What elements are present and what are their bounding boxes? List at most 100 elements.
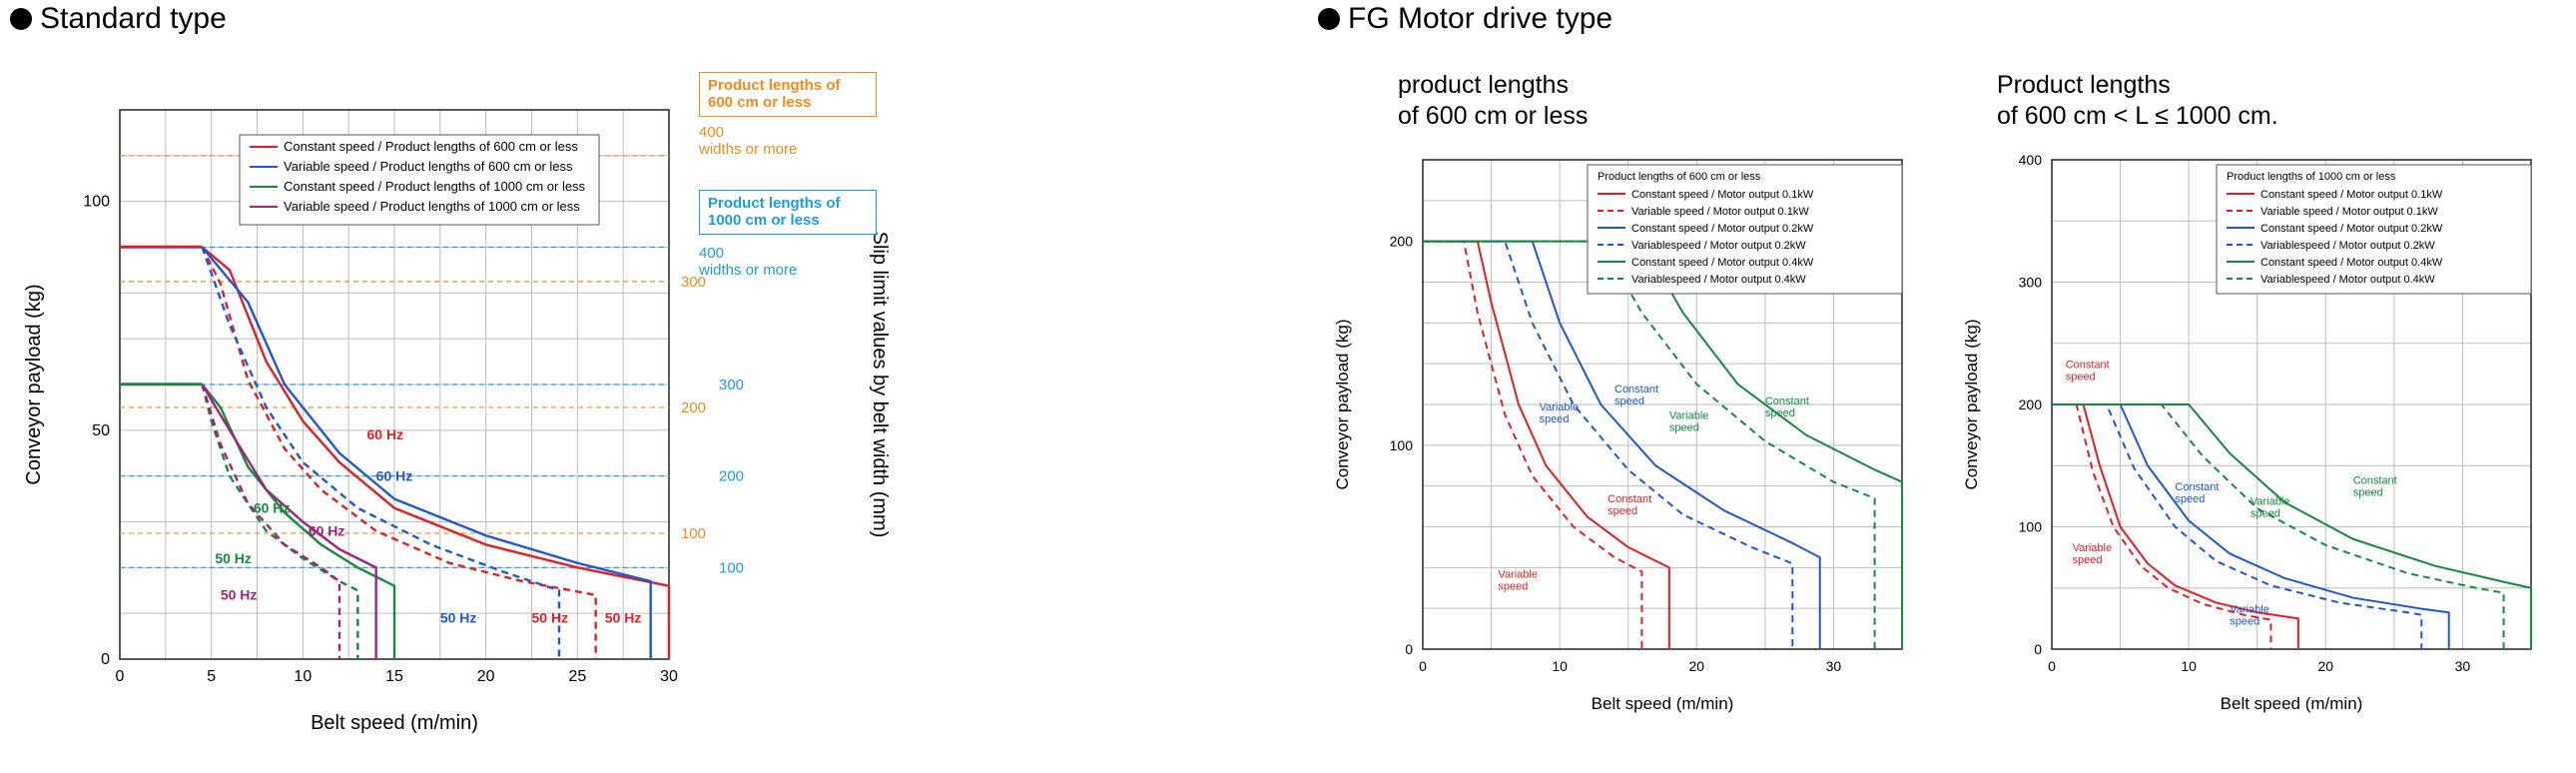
svg-text:Constant speed / Motor output: Constant speed / Motor output 0.1kW bbox=[1631, 189, 1814, 201]
svg-text:100: 100 bbox=[681, 525, 706, 542]
svg-text:20: 20 bbox=[1688, 658, 1704, 674]
slip-note-cyan: 400 widths or more bbox=[699, 245, 797, 280]
svg-text:30: 30 bbox=[660, 668, 678, 685]
svg-text:0: 0 bbox=[1405, 641, 1413, 657]
svg-text:speed: speed bbox=[1765, 407, 1795, 419]
svg-text:Constant speed / Motor output: Constant speed / Motor output 0.2kW bbox=[2260, 223, 2443, 235]
svg-text:Constant: Constant bbox=[2353, 475, 2397, 487]
svg-text:speed: speed bbox=[1540, 413, 1570, 425]
svg-text:Constant speed / Motor output: Constant speed / Motor output 0.2kW bbox=[1631, 223, 1814, 235]
svg-text:Constant: Constant bbox=[2175, 481, 2219, 493]
svg-text:50 Hz: 50 Hz bbox=[440, 609, 477, 625]
standard-type-label: Standard type bbox=[40, 2, 227, 36]
svg-text:speed: speed bbox=[2251, 507, 2280, 519]
bullet-icon bbox=[10, 8, 32, 30]
svg-text:Constant speed / Product lengt: Constant speed / Product lengths of 600 … bbox=[284, 139, 578, 154]
svg-text:10: 10 bbox=[1552, 658, 1568, 674]
fg-subtitle-a-l2: of 600 cm or less bbox=[1398, 102, 1588, 130]
svg-text:30: 30 bbox=[2455, 658, 2471, 674]
svg-text:speed: speed bbox=[1614, 395, 1644, 407]
svg-text:speed: speed bbox=[1669, 421, 1699, 433]
svg-text:speed: speed bbox=[1608, 505, 1637, 517]
svg-text:Variablespeed / Motor output 0: Variablespeed / Motor output 0.2kW bbox=[2260, 240, 2435, 252]
svg-text:speed: speed bbox=[2230, 615, 2259, 627]
svg-text:50: 50 bbox=[92, 422, 110, 439]
svg-text:200: 200 bbox=[681, 399, 706, 416]
svg-text:Constant: Constant bbox=[2066, 359, 2110, 371]
bullet-icon bbox=[1318, 8, 1340, 30]
svg-text:200: 200 bbox=[1390, 234, 1414, 250]
svg-text:Product lengths of 600 cm or: Product lengths of 600 cm or less bbox=[1598, 171, 1761, 183]
svg-text:Variable: Variable bbox=[1669, 409, 1709, 421]
svg-text:Slip limit values by belt widt: Slip limit values by belt width (mm) bbox=[869, 232, 889, 538]
svg-text:Variable speed / Motor output: Variable speed / Motor output 0.1kW bbox=[2260, 206, 2438, 218]
svg-text:Variable speed / Motor output: Variable speed / Motor output 0.1kW bbox=[1631, 206, 1809, 218]
callout-blue: Product lengths of 1000 cm or less bbox=[699, 190, 877, 235]
standard-type-title: Standard type bbox=[10, 2, 227, 36]
svg-text:Constant speed / Product lengt: Constant speed / Product lengths of 1000… bbox=[284, 179, 586, 194]
svg-text:Variablespeed / Motor output 0: Variablespeed / Motor output 0.4kW bbox=[1631, 274, 1806, 286]
svg-text:100: 100 bbox=[1390, 437, 1414, 453]
svg-text:speed: speed bbox=[2073, 554, 2103, 566]
svg-text:speed: speed bbox=[2066, 371, 2096, 383]
svg-text:Constant: Constant bbox=[1765, 395, 1809, 407]
fg-subtitle-a: product lengths of 600 cm or less bbox=[1398, 70, 1588, 133]
callout-blue-text: Product lengths of 1000 cm or less bbox=[708, 195, 841, 229]
svg-text:Variable: Variable bbox=[2251, 495, 2290, 507]
svg-text:50 Hz: 50 Hz bbox=[215, 550, 252, 566]
svg-text:0: 0 bbox=[2034, 641, 2042, 657]
svg-text:10: 10 bbox=[2181, 658, 2197, 674]
svg-text:speed: speed bbox=[1498, 581, 1528, 593]
svg-text:Product lengths of 1000 cm or: Product lengths of 1000 cm or less bbox=[2227, 171, 2396, 183]
callout-orange-text: Product lengths of 600 cm or less bbox=[708, 77, 841, 111]
svg-text:Belt speed (m/min): Belt speed (m/min) bbox=[311, 712, 478, 734]
svg-text:60 Hz: 60 Hz bbox=[309, 522, 345, 538]
svg-text:Constant speed / Motor output: Constant speed / Motor output 0.4kW bbox=[1631, 257, 1814, 269]
svg-text:100: 100 bbox=[719, 559, 744, 576]
svg-text:25: 25 bbox=[568, 668, 586, 685]
svg-text:Variablespeed / Motor output 0: Variablespeed / Motor output 0.4kW bbox=[2260, 274, 2435, 286]
svg-text:20: 20 bbox=[477, 668, 495, 685]
svg-text:15: 15 bbox=[385, 668, 403, 685]
svg-text:300: 300 bbox=[2019, 275, 2043, 291]
svg-text:5: 5 bbox=[207, 668, 216, 685]
svg-text:Belt speed (m/min): Belt speed (m/min) bbox=[2221, 694, 2363, 713]
svg-text:400: 400 bbox=[2019, 152, 2043, 168]
svg-text:Variable: Variable bbox=[2073, 542, 2113, 554]
svg-text:Variable: Variable bbox=[1498, 569, 1538, 581]
svg-text:Constant speed / Motor output: Constant speed / Motor output 0.4kW bbox=[2260, 257, 2443, 269]
svg-text:Variable: Variable bbox=[1540, 401, 1580, 413]
svg-text:200: 200 bbox=[719, 468, 744, 485]
fg-subtitle-b-l1: Product lengths bbox=[1997, 71, 2171, 99]
svg-text:Variable: Variable bbox=[2230, 603, 2269, 615]
svg-text:Belt speed (m/min): Belt speed (m/min) bbox=[1592, 694, 1734, 713]
fg-type-label: FG Motor drive type bbox=[1348, 2, 1612, 36]
fg-subtitle-a-l1: product lengths bbox=[1398, 71, 1569, 99]
svg-text:60 Hz: 60 Hz bbox=[367, 426, 404, 442]
svg-text:60 Hz: 60 Hz bbox=[376, 467, 413, 483]
svg-text:100: 100 bbox=[83, 194, 110, 211]
fg-subtitle-b-l2: of 600 cm < L ≤ 1000 cm. bbox=[1997, 102, 2278, 130]
svg-text:Conveyor payload (kg): Conveyor payload (kg) bbox=[1962, 319, 1981, 489]
svg-text:30: 30 bbox=[1826, 658, 1842, 674]
chart-fg-b: 01020300100200300400Belt speed (m/min)Co… bbox=[1957, 140, 2546, 719]
svg-text:10: 10 bbox=[294, 668, 312, 685]
svg-text:300: 300 bbox=[719, 377, 744, 393]
callout-orange: Product lengths of 600 cm or less bbox=[699, 72, 877, 117]
chart-standard: 051015202530050100Belt speed (m/min)Conv… bbox=[10, 60, 889, 739]
svg-text:Variable speed / Product lengt: Variable speed / Product lengths of 600 … bbox=[284, 159, 573, 174]
svg-text:0: 0 bbox=[1419, 658, 1427, 674]
fg-type-title: FG Motor drive type bbox=[1318, 2, 1612, 36]
svg-text:Variable speed / Product lengt: Variable speed / Product lengths of 1000… bbox=[284, 199, 580, 214]
svg-text:200: 200 bbox=[2019, 396, 2043, 412]
svg-text:60 Hz: 60 Hz bbox=[254, 499, 291, 515]
svg-text:0: 0 bbox=[2048, 658, 2056, 674]
svg-text:speed: speed bbox=[2175, 493, 2205, 505]
svg-text:Conveyor payload (kg): Conveyor payload (kg) bbox=[1333, 319, 1352, 489]
slip-note-orange: 400 widths or more bbox=[699, 124, 797, 159]
svg-text:speed: speed bbox=[2353, 487, 2383, 499]
svg-text:0: 0 bbox=[101, 651, 110, 668]
svg-text:Variablespeed / Motor output 0: Variablespeed / Motor output 0.2kW bbox=[1631, 240, 1806, 252]
svg-text:50 Hz: 50 Hz bbox=[532, 609, 569, 625]
svg-text:Constant speed / Motor output: Constant speed / Motor output 0.1kW bbox=[2260, 189, 2443, 201]
